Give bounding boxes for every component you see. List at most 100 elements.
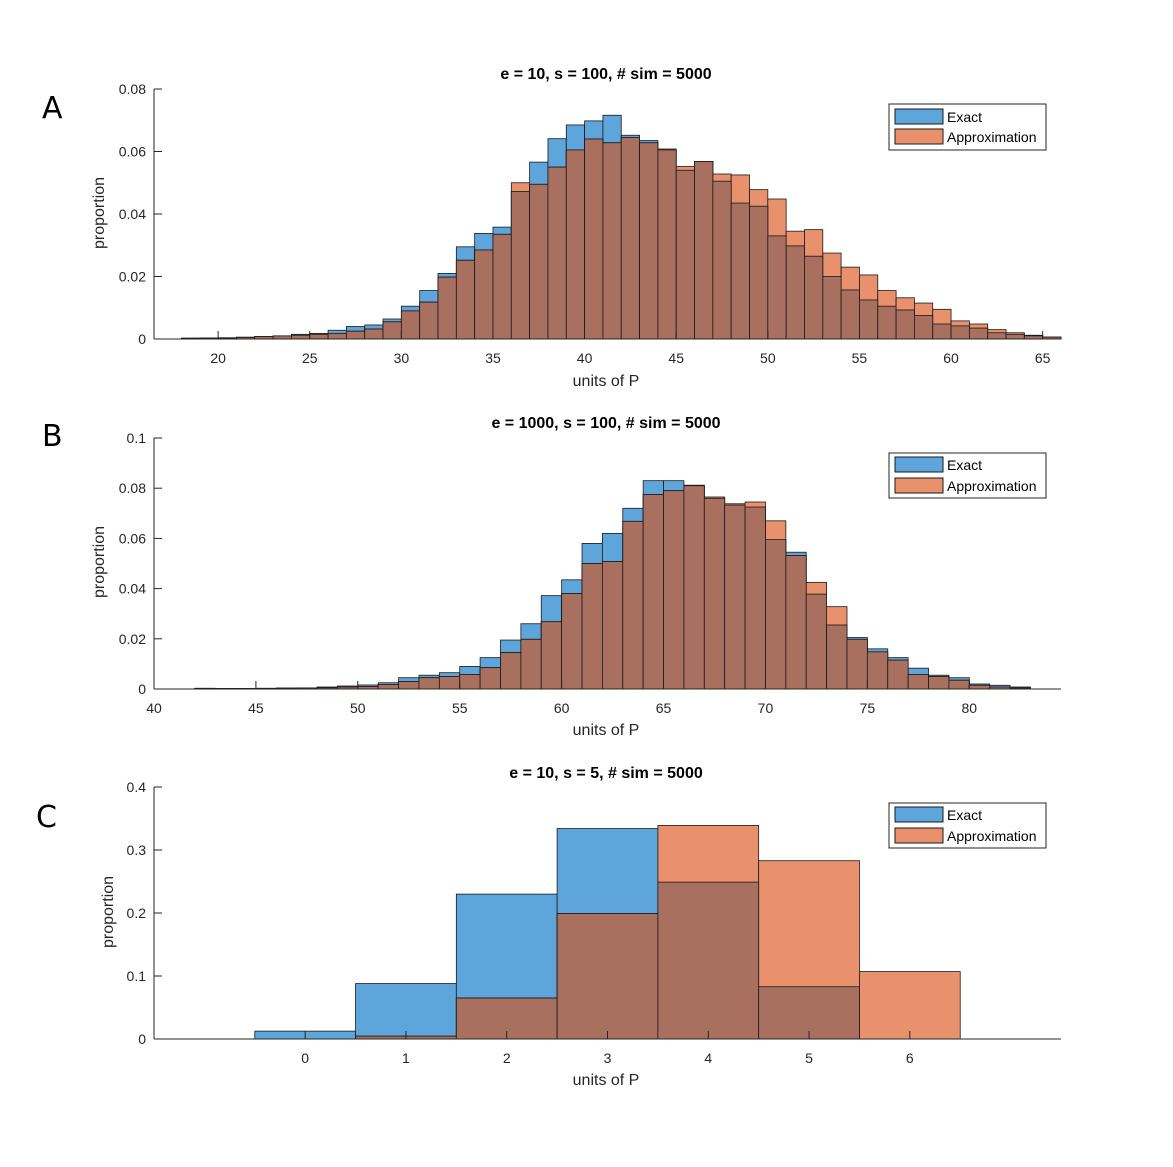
x-tick-label-c-6: 6 [906, 1050, 914, 1066]
bar-overlap-b-27 [744, 506, 766, 690]
bar-approximation-c-6 [859, 971, 961, 1040]
bar-overlap-a-13 [419, 301, 439, 340]
bar-overlap-b-17 [540, 621, 563, 690]
y-tick-label-b-5: 0.1 [127, 430, 147, 446]
bar-overlap-a-15 [455, 259, 476, 340]
y-tick-label-c-4: 0.4 [127, 779, 147, 795]
bar-overlap-a-14 [437, 276, 457, 340]
legend-label-exact-c: Exact [947, 807, 982, 823]
x-tick-label-a-3: 35 [485, 350, 501, 366]
bar-overlap-b-19 [581, 563, 603, 690]
bar-overlap-b-9 [377, 684, 399, 690]
bar-overlap-a-9 [345, 330, 366, 340]
bar-overlap-b-31 [826, 624, 848, 690]
bar-overlap-a-29 [712, 180, 732, 340]
legend-label-exact-a: Exact [947, 109, 982, 125]
y-tick-label-a-1: 0.02 [119, 269, 146, 285]
bar-overlap-a-26 [657, 149, 677, 340]
x-tick-label-c-5: 5 [805, 1050, 813, 1066]
bar-overlap-a-21 [565, 149, 585, 340]
bar-overlap-b-23 [663, 490, 685, 690]
bar-overlap-a-6 [291, 334, 311, 340]
y-ticks-c: 0 0.1 0.2 0.3 0.4 [127, 779, 162, 1047]
bar-overlap-b-30 [805, 593, 827, 690]
legend-label-exact-b: Exact [947, 457, 982, 473]
x-tick-label-a-6: 50 [760, 350, 776, 366]
bar-overlap-a-28 [694, 161, 714, 340]
bar-overlap-b-24 [683, 485, 705, 690]
bar-overlap-a-37 [859, 299, 879, 340]
legend-swatch-approximation-a [894, 128, 944, 145]
panel-letter-a: A [42, 91, 63, 126]
y-tick-label-a-3: 0.06 [119, 144, 146, 160]
bar-overlap-b-29 [785, 555, 807, 690]
bar-overlap-c-5 [758, 986, 860, 1040]
x-tick-label-a-7: 55 [852, 350, 868, 366]
bar-overlap-a-20 [547, 166, 567, 340]
bar-overlap-a-45 [1005, 333, 1025, 340]
x-tick-label-a-0: 20 [210, 350, 226, 366]
bar-overlap-a-43 [968, 327, 989, 340]
bar-overlap-b-35 [907, 674, 929, 690]
bar-overlap-a-23 [602, 142, 622, 340]
legend-label-approximation-b: Approximation [947, 478, 1037, 494]
bar-overlap-a-27 [675, 169, 695, 340]
bar-overlap-b-34 [887, 659, 909, 690]
y-tick-label-c-3: 0.3 [127, 842, 147, 858]
bar-exact-c-1 [355, 983, 457, 1040]
y-ticks-b: 0 0.02 0.04 0.06 0.08 0.1 [119, 430, 162, 697]
plot-area-c: 0 1 2 3 4 5 6 0 0.1 0.2 0.3 0.4 [127, 779, 1061, 1066]
chart-title-a: e = 10, s = 100, # sim = 5000 [500, 66, 711, 83]
y-tick-label-c-2: 0.2 [127, 905, 147, 921]
legend-a: Exact Approximation [888, 103, 1047, 151]
bar-overlap-a-25 [639, 142, 659, 340]
bar-overlap-c-4 [657, 881, 760, 1040]
y-tick-label-b-1: 0.02 [119, 631, 146, 647]
plot-area-b: 40 45 50 55 60 65 70 75 80 0 0.02 0.04 0.06 0.08 0.1 [119, 430, 1061, 716]
axes-b [153, 438, 1061, 690]
x-ticks-b: 40 45 50 55 60 65 70 75 80 [146, 681, 977, 716]
x-tick-label-a-1: 25 [302, 350, 318, 366]
bar-overlap-b-37 [948, 679, 970, 690]
bar-overlap-b-25 [703, 497, 726, 690]
legend-swatch-approximation-b [894, 477, 944, 494]
bar-overlap-b-21 [622, 520, 644, 690]
bar-overlap-a-35 [822, 276, 842, 340]
bars-overlap-b [194, 485, 1031, 690]
x-tick-label-b-6: 70 [758, 700, 774, 716]
chart-title-c: e = 10, s = 5, # sim = 5000 [509, 765, 703, 782]
x-tick-label-b-0: 40 [146, 700, 162, 716]
y-ticks-a: 0 0.02 0.04 0.06 0.08 [119, 81, 162, 347]
bar-overlap-a-42 [950, 325, 970, 340]
bar-overlap-b-33 [866, 651, 889, 690]
bar-overlap-a-16 [474, 249, 494, 340]
y-tick-label-b-2: 0.04 [119, 581, 146, 597]
bar-overlap-b-12 [438, 676, 461, 690]
bars-overlap-c [355, 881, 860, 1040]
y-tick-label-a-0: 0 [138, 331, 146, 347]
x-tick-label-a-8: 60 [943, 350, 959, 366]
bar-overlap-a-8 [327, 332, 347, 340]
y-tick-label-c-0: 0 [138, 1031, 146, 1047]
legend-swatch-exact-c [894, 806, 944, 823]
bar-overlap-a-34 [804, 255, 824, 340]
x-tick-label-c-2: 2 [503, 1050, 511, 1066]
plot-area-a: 20 25 30 35 40 45 50 55 60 65 0 0.02 0.04 0.06 0.08 [119, 81, 1062, 366]
bar-overlap-a-10 [364, 328, 384, 340]
bar-overlap-b-16 [520, 638, 542, 690]
bar-overlap-b-18 [561, 593, 583, 690]
x-tick-label-b-3: 55 [452, 700, 468, 716]
y-axis-label-a: proportion [91, 177, 108, 249]
panel-letter-b: B [42, 419, 63, 454]
x-tick-label-c-0: 0 [301, 1050, 309, 1066]
x-tick-label-b-4: 60 [554, 700, 570, 716]
panel-a: A e = 10, s = 100, # sim = 5000 20 25 30 35… [42, 66, 1062, 390]
bar-overlap-a-30 [730, 202, 750, 340]
bar-overlap-b-36 [928, 676, 950, 690]
x-axis-label-b: units of P [573, 722, 640, 739]
bar-overlap-a-12 [400, 310, 421, 340]
bar-overlap-a-22 [584, 138, 604, 340]
bar-overlap-a-11 [382, 321, 402, 340]
